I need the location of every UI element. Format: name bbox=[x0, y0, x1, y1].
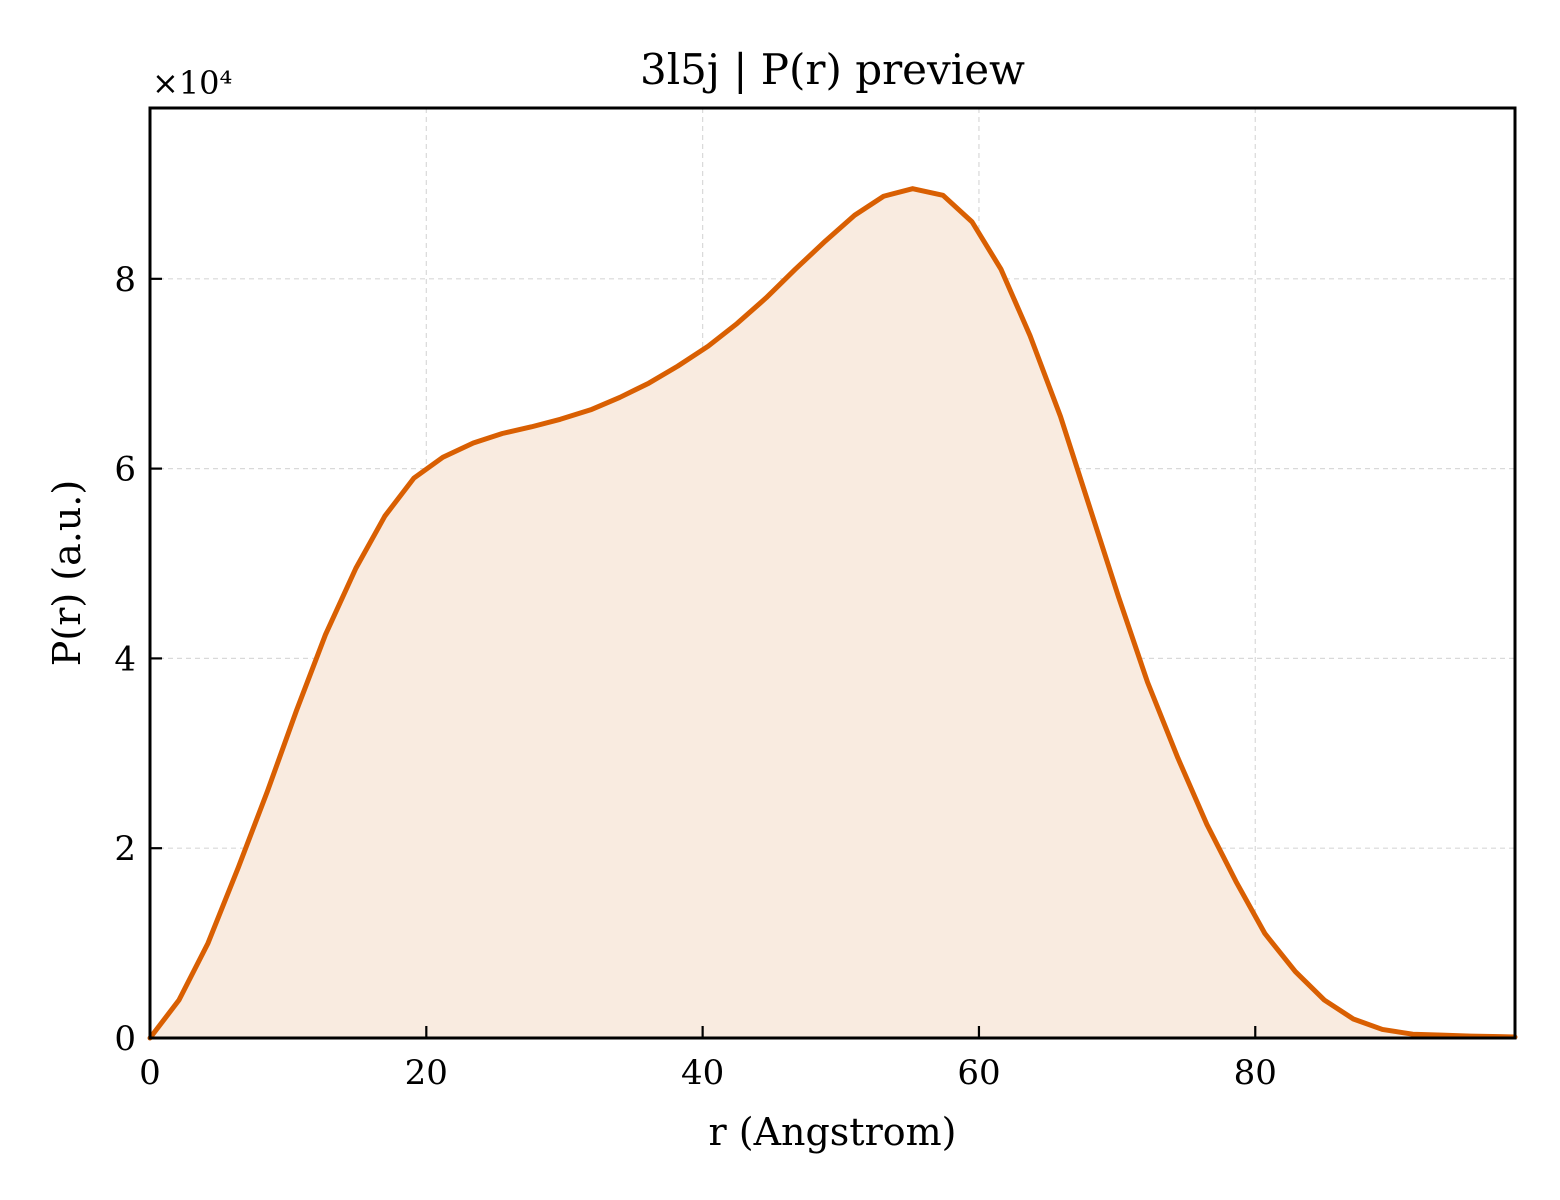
plot-frame bbox=[148, 106, 1517, 1040]
y-offset-label: ×10⁴ bbox=[152, 64, 232, 102]
y-tick-label: 6 bbox=[114, 450, 136, 490]
x-tick-label: 60 bbox=[957, 1053, 1000, 1093]
y-tick-label: 8 bbox=[114, 260, 136, 300]
y-tick-label: 0 bbox=[114, 1019, 136, 1059]
axis-ticks: 0 20 40 60 80 0 2 4 6 8 bbox=[114, 260, 1277, 1093]
chart-title: 3l5j | P(r) preview bbox=[640, 45, 1025, 94]
x-tick-label: 0 bbox=[139, 1053, 161, 1093]
series-line bbox=[147, 186, 1518, 1041]
x-tick-label: 40 bbox=[681, 1053, 724, 1093]
y-tick-label: 4 bbox=[114, 639, 136, 679]
x-axis-label: r (Angstrom) bbox=[709, 1110, 957, 1154]
area-fill bbox=[150, 188, 1515, 1038]
x-tick-label: 80 bbox=[1234, 1053, 1277, 1093]
y-tick-label: 2 bbox=[114, 829, 136, 869]
x-tick-label: 20 bbox=[405, 1053, 448, 1093]
y-axis-label: P(r) (a.u.) bbox=[45, 480, 89, 666]
